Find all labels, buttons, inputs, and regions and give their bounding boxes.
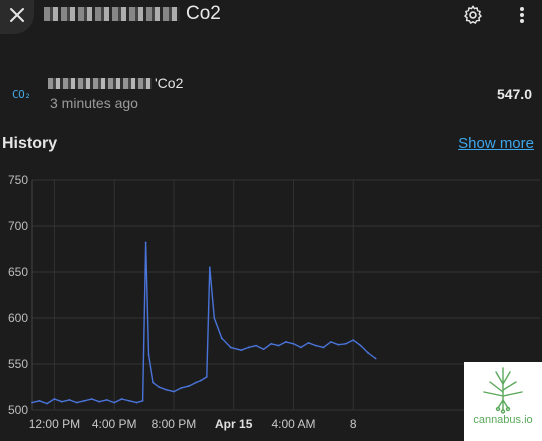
data-point (374, 357, 377, 360)
data-point (359, 344, 362, 347)
last-changed: 3 minutes ago (50, 95, 138, 111)
data-point (98, 400, 101, 403)
close-button[interactable] (0, 0, 34, 34)
data-point (300, 346, 302, 349)
dialog-title-group: Co2 (44, 2, 221, 26)
data-point (205, 375, 208, 378)
data-point (220, 337, 223, 340)
x-tick-label: 12:00 PM (29, 417, 80, 431)
data-point (213, 317, 216, 319)
close-icon (10, 8, 24, 22)
gear-icon (464, 5, 482, 24)
data-point (199, 379, 202, 382)
dialog-title: Co2 (186, 3, 221, 24)
watermark-text: cannabus.io (473, 414, 533, 426)
data-point (270, 342, 272, 345)
settings-button[interactable] (460, 2, 486, 28)
data-point (329, 341, 332, 343)
history-title: History (2, 135, 58, 152)
more-vert-icon (520, 7, 524, 23)
y-tick-label: 650 (8, 265, 28, 279)
data-point (144, 241, 147, 244)
y-tick-label: 600 (8, 311, 28, 325)
data-point (68, 398, 71, 401)
data-point (38, 399, 41, 402)
y-tick-label: 500 (8, 403, 28, 417)
data-point (337, 343, 340, 346)
data-point (314, 344, 317, 347)
dialog-header: Co2 (0, 0, 542, 34)
data-point (208, 266, 211, 269)
data-point (229, 346, 232, 349)
x-tick-label: Apr 15 (215, 417, 253, 431)
entity-name-group: 'Co2 (48, 75, 183, 91)
more-options-button[interactable] (510, 2, 534, 28)
data-point (292, 342, 295, 345)
history-chart[interactable]: 500 550 600 650 700 750 12:00 PM 4:00 PM 8:00 PM… (0, 168, 542, 441)
data-point (158, 386, 160, 388)
data-point (262, 348, 265, 351)
y-tick-label: 700 (8, 219, 28, 233)
data-point (147, 353, 150, 356)
x-tick-label: 4:00 AM (271, 417, 315, 431)
data-point (180, 387, 183, 389)
data-point (322, 346, 325, 349)
data-point (135, 401, 138, 404)
data-point (285, 341, 287, 343)
data-point (128, 399, 131, 402)
data-point (165, 388, 168, 391)
watermark-logo: cannabus.io (464, 362, 542, 441)
entity-row[interactable]: CO₂ 'Co2 3 minutes ago 547.0 (0, 70, 542, 116)
data-point (75, 401, 78, 404)
data-point (255, 344, 258, 347)
data-point (31, 401, 33, 404)
co2-icon: CO₂ (12, 88, 31, 101)
data-point (352, 339, 355, 341)
data-point (83, 399, 86, 402)
data-point (90, 398, 93, 400)
y-tick-label: 550 (8, 357, 28, 371)
data-point (344, 342, 347, 345)
x-tick-label: 8 (350, 417, 357, 431)
data-point (247, 346, 250, 349)
x-tick-label: 8:00 PM (152, 417, 197, 431)
data-point (152, 381, 154, 384)
data-point (195, 381, 198, 384)
series-line-co2 (31, 241, 377, 405)
entity-name: 'Co2 (155, 75, 184, 91)
cannabis-leaf-icon (483, 367, 523, 414)
data-point (277, 344, 280, 347)
y-tick-label: 750 (8, 173, 28, 187)
data-point (53, 398, 56, 400)
data-point (240, 349, 243, 352)
data-point (105, 398, 108, 401)
data-point (367, 352, 370, 354)
data-point (187, 385, 190, 387)
data-point (46, 402, 48, 405)
entity-state-value: 547.0 (496, 86, 532, 102)
data-point (60, 400, 63, 403)
data-point (113, 401, 116, 404)
data-point (141, 399, 144, 402)
data-point (120, 398, 123, 400)
x-tick-label: 4:00 PM (92, 417, 137, 431)
data-point (173, 390, 175, 393)
show-more-link[interactable]: Show more (458, 135, 534, 152)
redacted-name (44, 7, 180, 21)
data-point (307, 341, 310, 344)
redacted-entity-name (48, 77, 152, 89)
